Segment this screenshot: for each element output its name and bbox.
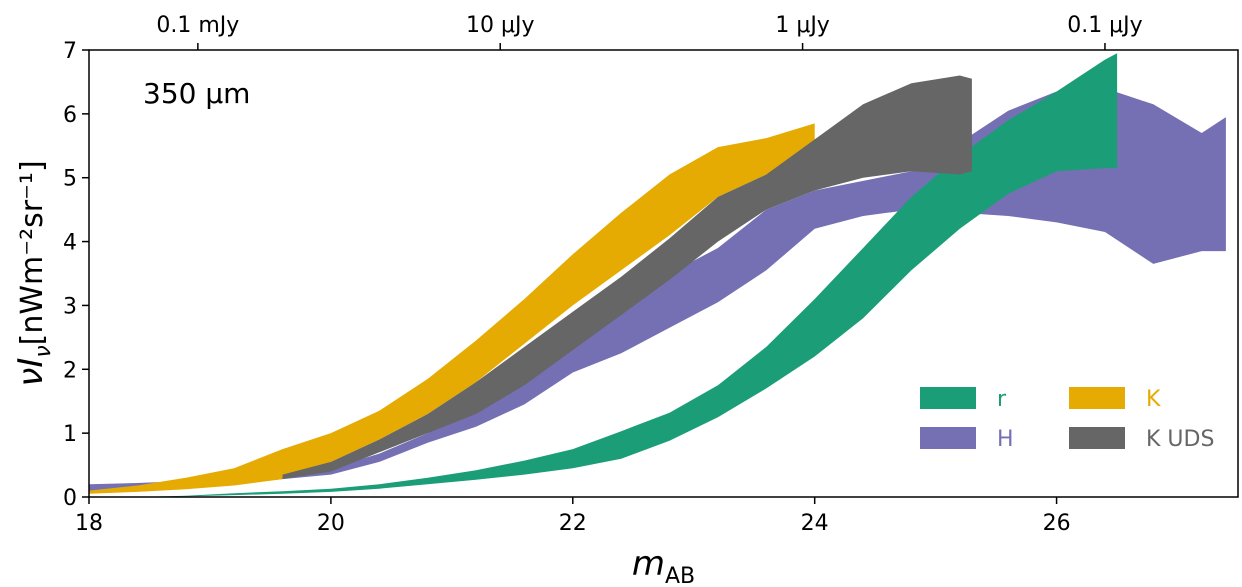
x-axis-label-main: m — [632, 544, 665, 584]
top-tick-label: 0.1 μJy — [1067, 13, 1143, 38]
y-tick-label: 5 — [63, 167, 77, 192]
legend-label-k: K — [1146, 387, 1161, 412]
y-tick-label: 6 — [63, 103, 77, 128]
y-tick-label: 7 — [63, 39, 77, 64]
x-axis-label-subscript: AB — [665, 564, 695, 587]
y-tick-label: 0 — [63, 486, 77, 511]
legend: r K H K UDS — [920, 387, 1214, 452]
legend-swatch-k-uds — [1069, 427, 1125, 449]
top-tick-label: 1 μJy — [775, 13, 830, 38]
band-layer — [89, 53, 1226, 497]
x-axis-label: mAB — [632, 544, 695, 587]
band-k — [89, 123, 815, 494]
legend-label-k-uds: K UDS — [1146, 427, 1214, 452]
band-k-uds — [282, 75, 972, 480]
top-tick-label: 10 μJy — [466, 13, 535, 38]
wavelength-annotation: 350 μm — [143, 77, 250, 110]
y-axis-label-main: νI — [11, 358, 51, 387]
plot-frame — [88, 49, 1239, 498]
legend-label-r: r — [997, 387, 1007, 412]
x-tick-label: 18 — [75, 511, 103, 536]
y-tick-label: 4 — [63, 231, 77, 256]
tick-layer: 18 20 22 24 26 0 1 2 3 4 5 6 7 0.1 mJy 10 μJy 1 μJy 0.1 … — [63, 13, 1143, 536]
x-tick-label: 22 — [559, 511, 587, 536]
y-tick-label: 1 — [63, 422, 77, 447]
y-axis-label: νIν[nWm⁻²sr⁻¹] — [11, 160, 56, 386]
y-axis-label-unit: [nWm⁻²sr⁻¹] — [15, 160, 50, 345]
top-tick-label: 0.1 mJy — [156, 13, 239, 38]
legend-label-h: H — [997, 427, 1014, 452]
x-tick-label: 20 — [317, 511, 345, 536]
y-tick-label: 2 — [63, 358, 77, 383]
legend-swatch-r — [920, 387, 976, 409]
x-tick-label: 26 — [1043, 511, 1071, 536]
y-axis-label-subscript: ν — [31, 345, 56, 357]
x-tick-label: 24 — [801, 511, 829, 536]
legend-swatch-h — [920, 427, 976, 449]
y-tick-label: 3 — [63, 294, 77, 319]
legend-swatch-k — [1069, 387, 1125, 409]
